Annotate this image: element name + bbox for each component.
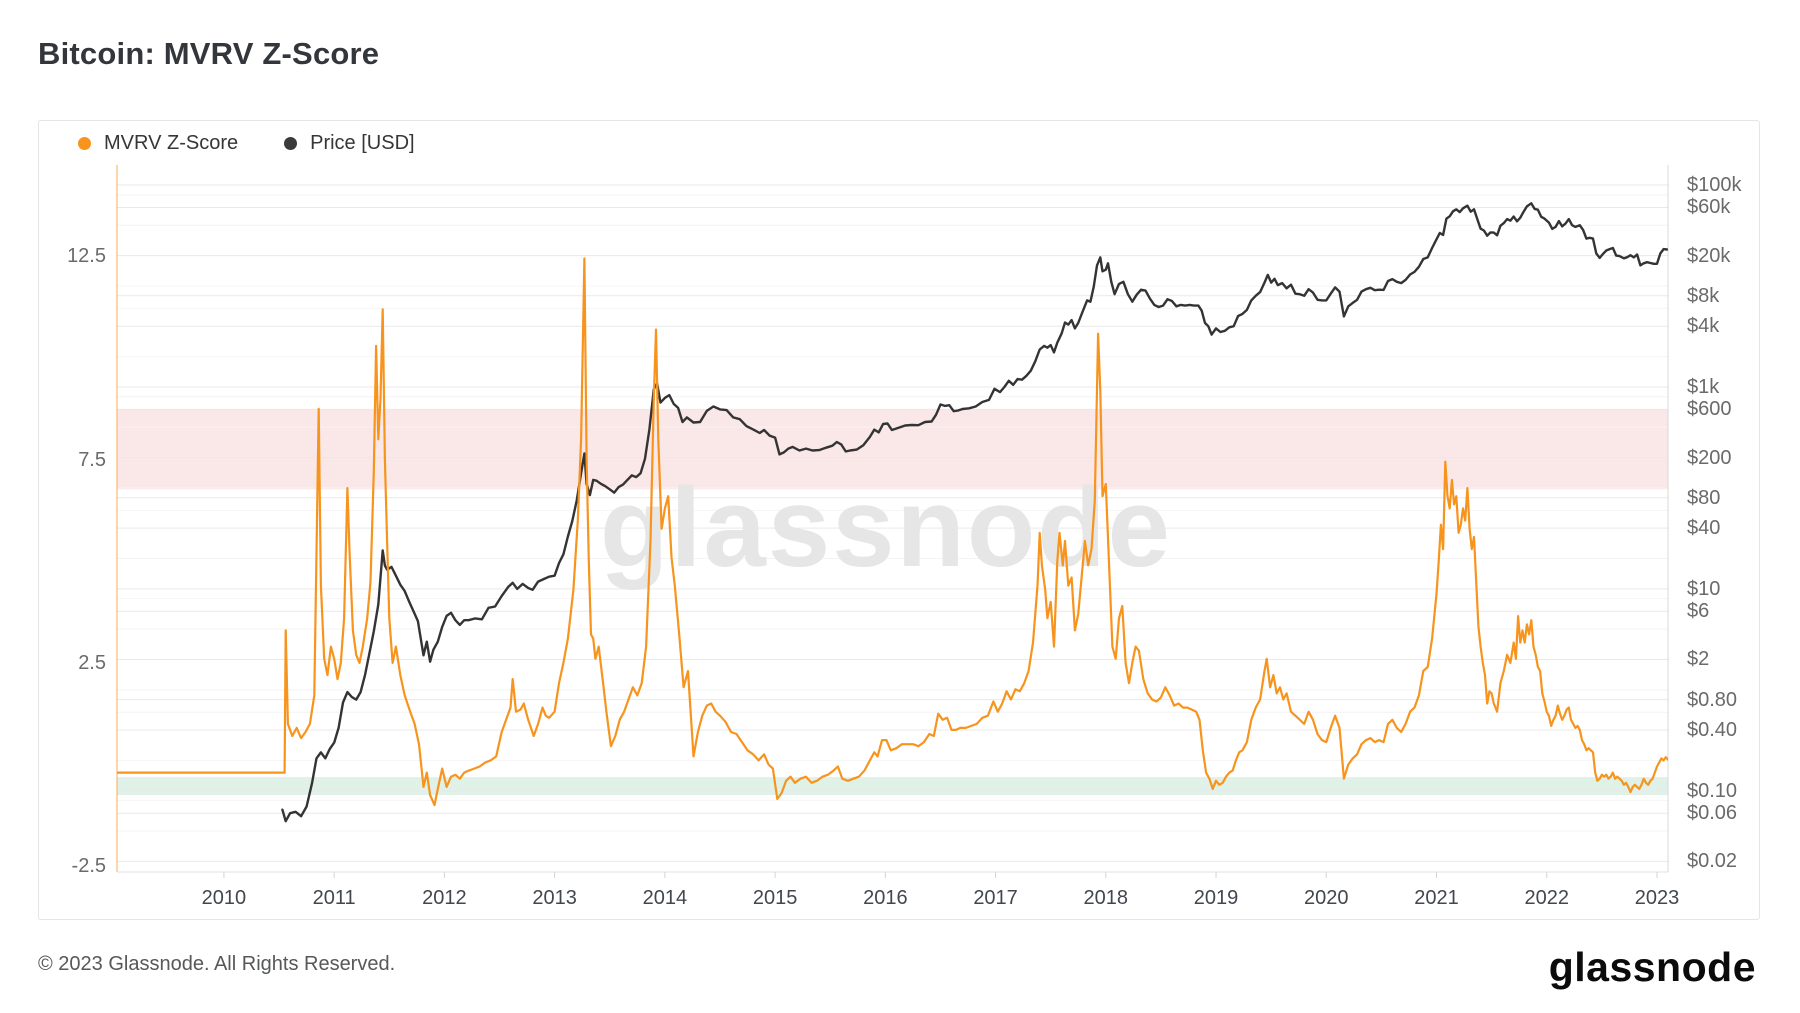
right-axis-tick-label: $0.02 bbox=[1687, 850, 1738, 873]
x-axis-year-label: 2018 bbox=[1083, 887, 1129, 909]
left-axis-tick-label: 12.5 bbox=[67, 245, 106, 268]
plot-area[interactable] bbox=[117, 165, 1668, 872]
series-mvrv-z-score bbox=[117, 257, 1668, 807]
x-axis-year-label: 2016 bbox=[863, 887, 908, 909]
right-axis-tick-label: $6 bbox=[1687, 600, 1710, 623]
x-axis-year-label: 2017 bbox=[973, 887, 1018, 909]
series-price-usd- bbox=[281, 202, 1668, 823]
x-axis-year-label: 2020 bbox=[1304, 887, 1349, 909]
right-axis-tick-label: $100k bbox=[1687, 174, 1742, 197]
right-axis-tick-label: $40 bbox=[1687, 517, 1721, 540]
x-axis-year-label: 2014 bbox=[642, 887, 688, 909]
legend-label: Price [USD] bbox=[310, 132, 415, 154]
x-axis-year-label: 2021 bbox=[1414, 887, 1459, 909]
price-usd-dot-icon bbox=[284, 137, 298, 150]
chart-card bbox=[38, 120, 1760, 920]
right-axis-tick-label: $80 bbox=[1687, 486, 1721, 509]
left-axis-tick-label: 2.5 bbox=[78, 651, 106, 674]
right-axis-tick-label: $2 bbox=[1687, 648, 1710, 671]
right-axis-tick-label: $60k bbox=[1687, 196, 1731, 219]
x-axis-year-label: 2022 bbox=[1524, 887, 1569, 909]
x-axis-year-label: 2019 bbox=[1193, 887, 1239, 909]
right-axis-tick-label: $200 bbox=[1687, 446, 1732, 469]
right-axis-tick-label: $600 bbox=[1687, 398, 1732, 421]
right-axis-tick-label: $0.10 bbox=[1687, 779, 1738, 802]
x-axis-year-label: 2013 bbox=[532, 887, 577, 909]
glassnode-logo: glassnode bbox=[1548, 944, 1756, 990]
legend-item-mvrv-z-score[interactable]: MVRV Z-Score bbox=[78, 132, 238, 155]
x-axis-year-label: 2010 bbox=[201, 887, 247, 909]
legend-label: MVRV Z-Score bbox=[104, 132, 239, 154]
right-axis-tick-label: $0.80 bbox=[1687, 688, 1738, 711]
legend: MVRV Z-Score Price [USD] bbox=[78, 132, 415, 155]
legend-item-price-usd[interactable]: Price [USD] bbox=[284, 132, 415, 155]
mvrv-z-score-dot-icon bbox=[78, 137, 91, 150]
right-axis-tick-label: $0.06 bbox=[1687, 802, 1738, 825]
right-axis-tick-label: $1k bbox=[1687, 375, 1720, 398]
right-axis-tick-label: $10 bbox=[1687, 577, 1721, 600]
x-axis-year-label: 2015 bbox=[752, 887, 798, 909]
right-axis-tick-label: $0.40 bbox=[1687, 719, 1738, 742]
page-title: Bitcoin: MVRV Z-Score bbox=[38, 36, 380, 71]
x-axis-year-label: 2011 bbox=[312, 887, 356, 909]
right-axis-tick-label: $20k bbox=[1687, 244, 1731, 267]
right-axis-tick-label: $4k bbox=[1687, 315, 1720, 338]
x-axis-year-label: 2023 bbox=[1634, 887, 1680, 909]
x-axis-year-label: 2012 bbox=[422, 887, 467, 909]
footer-copyright: © 2023 Glassnode. All Rights Reserved. bbox=[38, 953, 396, 975]
left-axis-tick-label: 7.5 bbox=[78, 448, 106, 471]
left-axis-tick-label: -2.5 bbox=[71, 855, 106, 878]
right-axis-tick-label: $8k bbox=[1687, 284, 1720, 307]
glassnode-watermark: glassnode bbox=[600, 465, 1172, 590]
